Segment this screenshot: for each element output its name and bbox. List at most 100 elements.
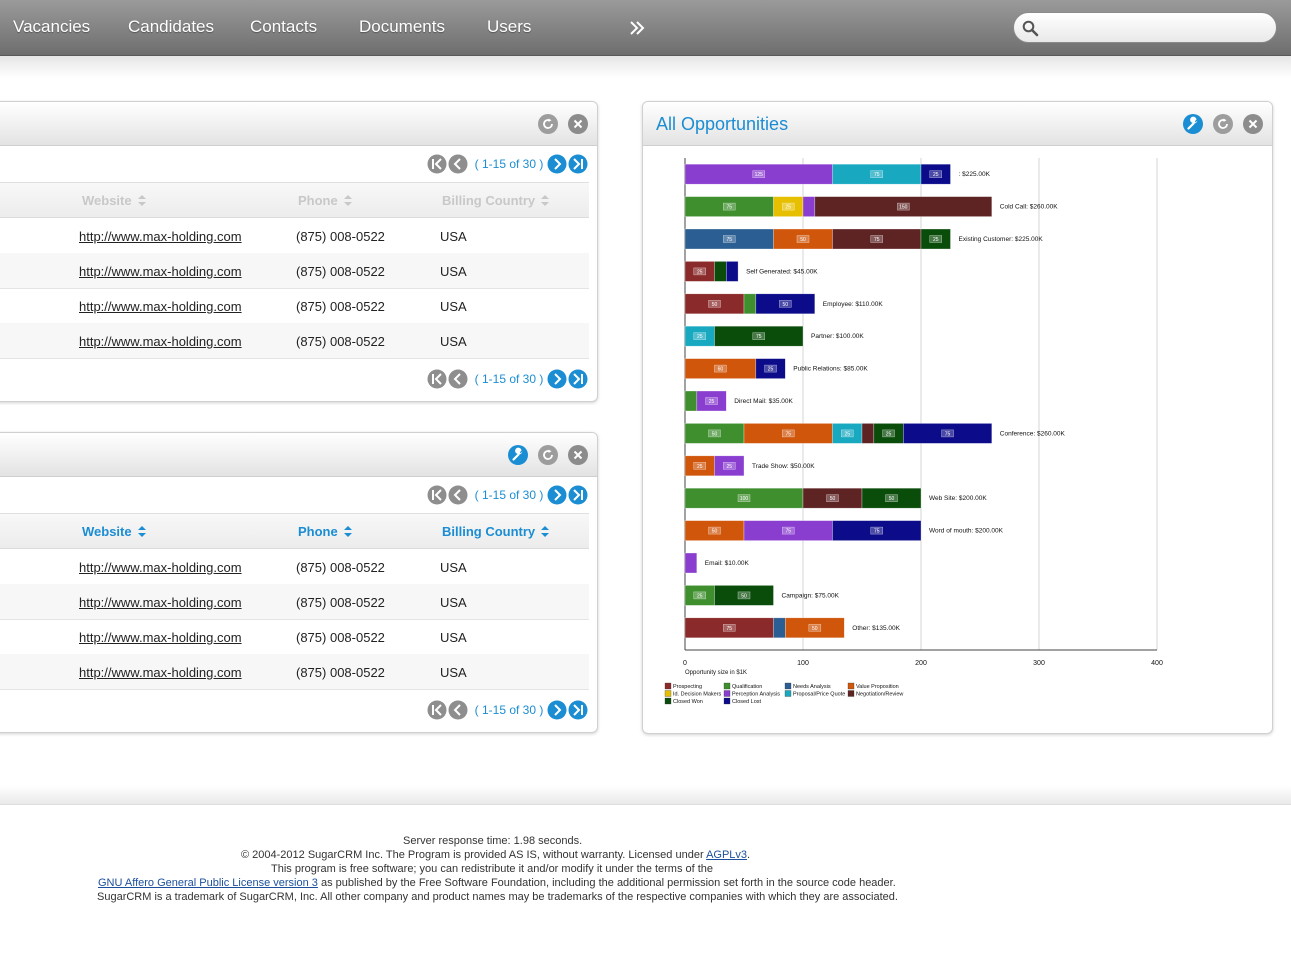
bar-segment	[861, 423, 875, 444]
nav-candidates[interactable]: Candidates	[128, 17, 215, 36]
bar-category-label: Self Generated: $45.00K	[746, 268, 818, 275]
legend-swatch	[664, 690, 672, 697]
close-icon[interactable]	[1242, 113, 1264, 135]
search-box[interactable]	[1013, 12, 1277, 43]
website-link[interactable]: http://www.max-holding.com	[79, 595, 242, 610]
bar-category-label: Trade Show: $50.00K	[752, 463, 815, 470]
column-header-phone[interactable]: Phone	[298, 193, 352, 208]
bar-value-label: 25	[697, 464, 703, 470]
pager-bottom: ( 1-15 of 30 )	[427, 700, 597, 722]
table-row[interactable]: http://www.max-holding.com (875) 008-052…	[0, 584, 589, 620]
bar-value-label: 75	[874, 529, 880, 535]
all-opportunities-dashlet: All Opportunities 0 100 200 300 400 Opportuni…	[642, 101, 1273, 734]
column-header-billing-country[interactable]: Billing Country	[442, 524, 550, 539]
nav-users[interactable]: Users	[487, 17, 532, 36]
bar-value-label: 25	[933, 172, 939, 178]
bar-value-badge	[693, 332, 706, 340]
first-page-icon[interactable]	[427, 700, 447, 720]
legend-label: Proposal/Price Quote	[793, 692, 845, 698]
last-page-icon[interactable]	[568, 485, 588, 505]
gnu-license-link[interactable]: GNU Affero General Public License versio…	[98, 877, 318, 889]
website-link[interactable]: http://www.max-holding.com	[79, 560, 242, 575]
last-page-icon[interactable]	[568, 700, 588, 720]
bar-value-badge	[723, 624, 736, 632]
first-page-icon[interactable]	[427, 154, 447, 174]
copyright-text: © 2004-2012 SugarCRM Inc. The Program is…	[241, 849, 707, 861]
legend-label: Perception Analysis	[732, 692, 780, 698]
country-value: USA	[440, 665, 467, 680]
wrench-icon[interactable]	[507, 444, 529, 466]
double-chevron-right-icon[interactable]	[628, 19, 646, 37]
nav-contacts[interactable]: Contacts	[250, 17, 318, 36]
bar-value-label: 150	[899, 205, 908, 211]
website-link[interactable]: http://www.max-holding.com	[79, 630, 242, 645]
previous-page-icon[interactable]	[448, 485, 468, 505]
previous-page-icon[interactable]	[448, 700, 468, 720]
table-row[interactable]: http://www.max-holding.com (875) 008-052…	[0, 323, 589, 359]
close-icon[interactable]	[567, 113, 589, 135]
column-header-website[interactable]: Website	[82, 524, 146, 539]
bar-value-label: 25	[785, 205, 791, 211]
nav-documents[interactable]: Documents	[359, 17, 445, 36]
country-value: USA	[440, 229, 467, 244]
column-header-billing-country[interactable]: Billing Country	[442, 193, 550, 208]
bar-value-badge	[841, 429, 854, 438]
bar-segment	[814, 196, 993, 217]
bar-category-label: Web Site: $200.00K	[929, 495, 987, 502]
search-icon[interactable]	[1022, 20, 1039, 37]
legend-label: Value Proposition	[856, 684, 899, 690]
previous-page-icon[interactable]	[448, 154, 468, 174]
website-link[interactable]: http://www.max-holding.com	[79, 665, 242, 680]
table-row[interactable]: http://www.max-holding.com (875) 008-052…	[0, 288, 589, 324]
refresh-icon[interactable]	[1212, 113, 1234, 135]
column-header-phone[interactable]: Phone	[298, 524, 352, 539]
table-row[interactable]: http://www.max-holding.com (875) 008-052…	[0, 654, 589, 690]
bar-segment	[743, 293, 757, 315]
pager-range: ( 1-15 of 30 )	[474, 157, 544, 171]
table-row[interactable]: http://www.max-holding.com (875) 008-052…	[0, 549, 589, 585]
bar-value-badge	[929, 235, 942, 243]
search-input[interactable]	[1048, 18, 1272, 39]
website-link[interactable]: http://www.max-holding.com	[79, 264, 242, 279]
bar-value-label: 75	[756, 334, 762, 340]
bar-value-badge	[693, 462, 706, 470]
table-row[interactable]: http://www.max-holding.com (875) 008-052…	[0, 619, 589, 655]
table-row[interactable]: http://www.max-holding.com (875) 008-052…	[0, 218, 589, 254]
phone-value: (875) 008-0522	[296, 630, 385, 645]
bar-value-label: 25	[697, 269, 703, 275]
agpl-link[interactable]: AGPLv3	[706, 849, 748, 861]
bar-value-label: 100	[740, 496, 749, 502]
website-link[interactable]: http://www.max-holding.com	[79, 334, 242, 349]
table-row[interactable]: http://www.max-holding.com (875) 008-052…	[0, 253, 589, 289]
column-header-website[interactable]: Website	[82, 193, 146, 208]
close-icon[interactable]	[567, 444, 589, 466]
wrench-icon[interactable]	[1182, 113, 1204, 135]
website-link[interactable]: http://www.max-holding.com	[79, 299, 242, 314]
refresh-icon[interactable]	[537, 113, 559, 135]
bar-value-badge	[782, 429, 795, 438]
first-page-icon[interactable]	[427, 485, 447, 505]
first-page-icon[interactable]	[427, 369, 447, 389]
sort-icon	[137, 526, 146, 537]
bar-segment	[714, 585, 774, 606]
next-page-icon[interactable]	[547, 485, 567, 505]
legend-swatch	[664, 697, 672, 705]
bar-value-badge	[808, 624, 822, 632]
bar-category-label: Partner: $100.00K	[811, 333, 864, 340]
last-page-icon[interactable]	[568, 369, 588, 389]
website-link[interactable]: http://www.max-holding.com	[79, 229, 242, 244]
next-page-icon[interactable]	[547, 154, 567, 174]
refresh-icon[interactable]	[537, 444, 559, 466]
pager-top: ( 1-15 of 30 )	[427, 154, 597, 176]
x-tick-label: 100	[797, 660, 809, 667]
next-page-icon[interactable]	[547, 700, 567, 720]
nav-vacancies[interactable]: Vacancies	[13, 17, 91, 36]
next-page-icon[interactable]	[547, 369, 567, 389]
last-page-icon[interactable]	[568, 154, 588, 174]
pager-range: ( 1-15 of 30 )	[474, 372, 544, 386]
bar-category-label: Conference: $260.00K	[1000, 430, 1066, 437]
trademark-line: SugarCRM is a trademark of SugarCRM, Inc…	[97, 891, 898, 903]
copyright-end: .	[747, 849, 751, 861]
x-tick-label: 400	[1151, 660, 1163, 667]
previous-page-icon[interactable]	[448, 369, 468, 389]
